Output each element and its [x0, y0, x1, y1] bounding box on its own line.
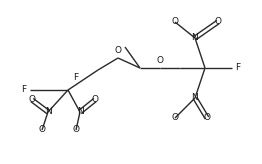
Text: O: O	[29, 95, 35, 104]
Text: O: O	[172, 18, 178, 27]
Text: O: O	[73, 125, 79, 134]
Text: O: O	[114, 46, 122, 55]
Text: F: F	[235, 63, 240, 72]
Text: O: O	[156, 56, 163, 65]
Text: F: F	[73, 73, 78, 82]
Text: N: N	[77, 107, 83, 116]
Text: N: N	[45, 107, 51, 116]
Text: N: N	[192, 33, 198, 42]
Text: O: O	[39, 125, 46, 134]
Text: N: N	[192, 93, 198, 102]
Text: O: O	[215, 18, 221, 27]
Text: O: O	[172, 113, 178, 123]
Text: O: O	[91, 95, 99, 104]
Text: F: F	[21, 85, 26, 94]
Text: O: O	[204, 113, 210, 123]
